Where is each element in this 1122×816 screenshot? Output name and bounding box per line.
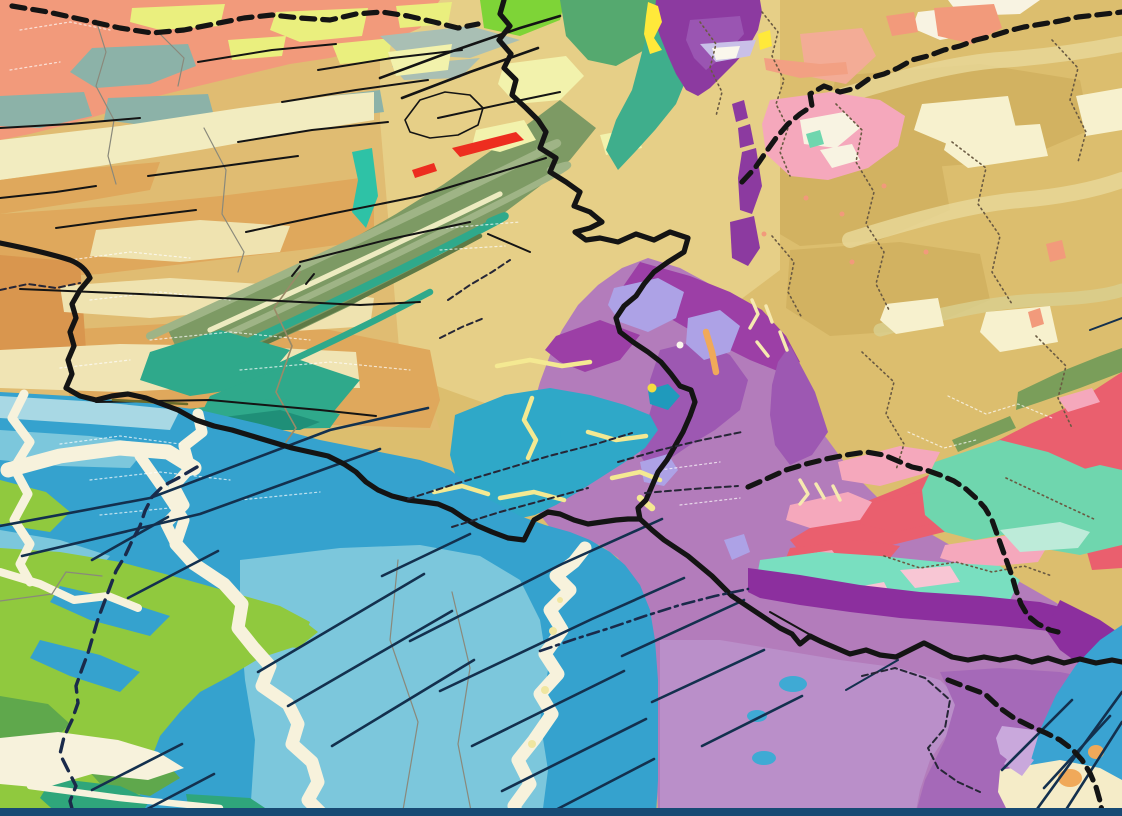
wedge-lavender xyxy=(1004,748,1034,776)
blue-dots-purple xyxy=(747,676,807,765)
river-yellow-dots xyxy=(528,597,563,748)
swath-olive-band xyxy=(952,348,1122,452)
purple-triangle-yellow xyxy=(644,2,772,54)
swath-pink xyxy=(786,388,1100,572)
fold-belt-dark-stripe xyxy=(247,233,483,353)
teal-green-mass xyxy=(606,28,690,170)
white-speckles xyxy=(9,21,1053,516)
swath-mint-pale xyxy=(1000,522,1090,552)
dash-dot-fault xyxy=(538,587,750,653)
blue-pale-strip xyxy=(0,396,180,430)
salmon-band-triangle xyxy=(764,58,848,78)
river-cream-fills xyxy=(0,732,184,788)
gray-lines xyxy=(0,19,473,816)
thick-borders xyxy=(0,0,1122,666)
loop-cyan-spot xyxy=(648,384,680,410)
yellow-dot xyxy=(647,383,657,393)
navy-faults xyxy=(0,317,1122,816)
sea-green-mass xyxy=(560,0,668,66)
navy-dashed-boundary xyxy=(58,465,199,816)
salmon-blobs-east xyxy=(761,4,1066,328)
orange-sliver xyxy=(702,328,720,376)
thin-dashed-lines xyxy=(0,259,981,793)
khaki-pale-arcs xyxy=(822,36,1122,248)
pink-zone-teal-dot xyxy=(806,130,824,148)
fold-belt-cream-stripe xyxy=(207,191,503,333)
south-purple-light xyxy=(660,640,960,816)
orange-deep-left-edge xyxy=(0,255,86,360)
red-dikes xyxy=(412,132,524,178)
brown-river-line xyxy=(273,271,301,443)
dotted-boundaries xyxy=(699,11,1097,577)
purple-triangle-white xyxy=(712,46,740,60)
dashed-borders xyxy=(9,3,1122,816)
white-dot-loop xyxy=(676,341,684,349)
cream-band-under-salmon xyxy=(0,92,374,180)
yellow-veins xyxy=(431,357,663,512)
bottom-navy-strip xyxy=(0,808,1122,816)
glyph-squiggles xyxy=(748,298,842,506)
